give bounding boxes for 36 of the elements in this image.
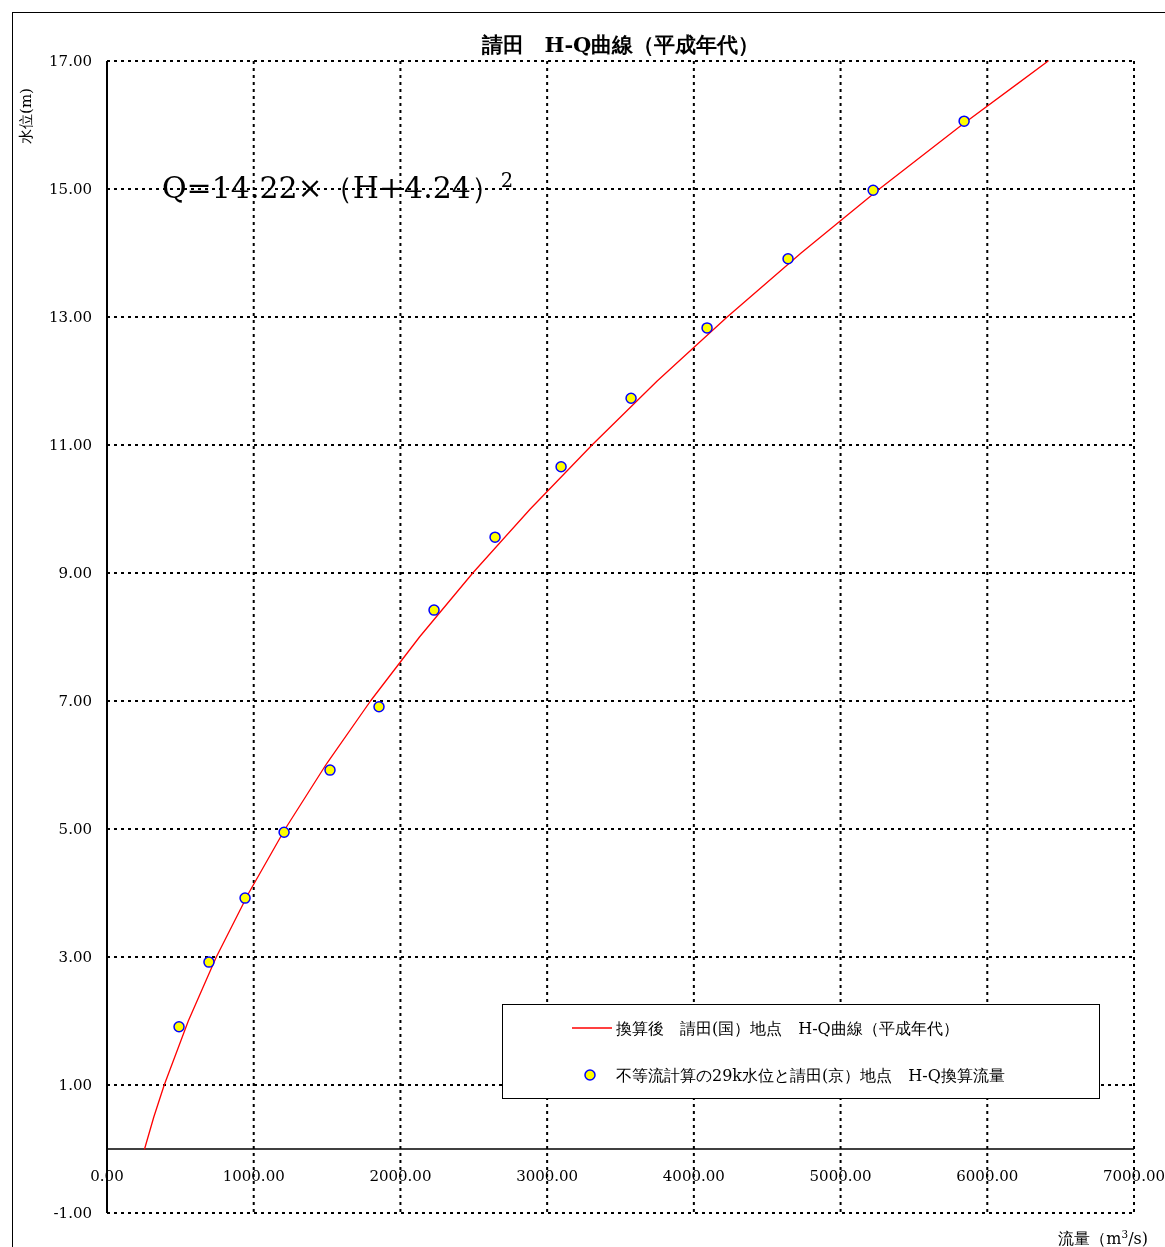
x-tick-label: 3000.00 [516,1167,579,1185]
point [625,392,637,405]
x-tick-label: 6000.00 [956,1167,1019,1185]
point [701,322,713,334]
y-tick-label: 11.00 [49,436,92,454]
y-tick-label: 13.00 [49,308,92,326]
y-tick-label: 1.00 [58,1076,92,1094]
x-tick-label: 2000.00 [369,1167,432,1185]
chart-title: 請田 H-Q曲線（平成年代） [480,32,760,57]
point [278,826,290,838]
point [782,253,794,265]
y-tick-label: 15.00 [49,180,92,198]
y-tick-label: -1.00 [53,1204,92,1222]
y-tick-label: 3.00 [58,948,92,966]
legend-label: 不等流計算の29k水位と請田(京）地点 H-Q換算流量 [616,1066,1005,1085]
y-tick-label: 9.00 [58,564,92,582]
y-tick-label: 7.00 [58,692,92,710]
y-tick-label: 17.00 [49,52,92,70]
point [203,956,215,968]
point [173,1021,185,1033]
x-tick-label: 5000.00 [809,1167,872,1185]
y-axis-title: 水位(m) [17,88,35,144]
x-tick-label: 4000.00 [662,1167,725,1185]
point [239,892,251,904]
point [324,764,336,776]
x-tick-label: 7000.00 [1102,1167,1165,1185]
point [489,531,501,543]
point [555,461,567,473]
point [958,115,970,127]
point [428,604,440,616]
x-axis-title: 流量（m$^{3}$/s) [1058,1228,1148,1247]
legend-label: 換算後 請田(国）地点 H-Q曲線（平成年代） [616,1019,959,1038]
y-tick-label: 5.00 [58,820,92,838]
x-tick-label: 1000.00 [222,1167,285,1185]
point [373,701,385,713]
point [867,184,879,197]
